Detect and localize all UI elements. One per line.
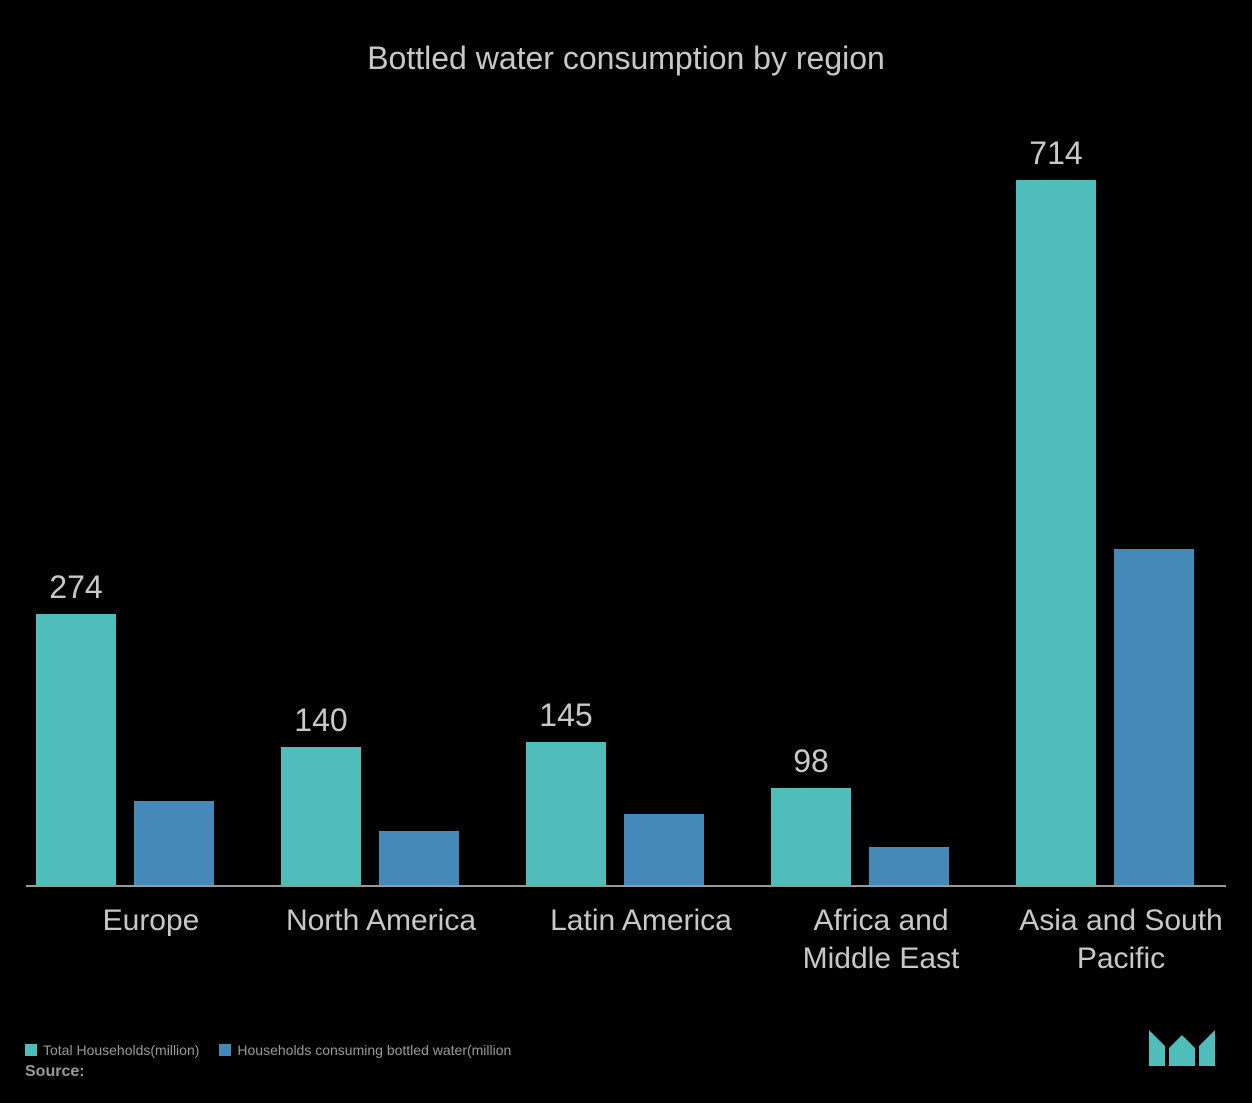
bar-group: 145	[526, 742, 704, 885]
chart-title: Bottled water consumption by region	[20, 40, 1232, 77]
legend-item: Total Households(million)	[25, 1042, 199, 1058]
bar: 714	[1016, 180, 1096, 885]
legend: Total Households(million) Households cons…	[25, 1042, 511, 1058]
bar-group: 274	[36, 614, 214, 885]
x-axis-label: Europe	[61, 902, 241, 940]
bar: 140	[281, 747, 361, 885]
x-axis-label: Latin America	[511, 902, 771, 940]
legend-text: Total Households(million)	[43, 1042, 199, 1058]
legend-text: Households consuming bottled water(milli…	[237, 1042, 511, 1058]
bar-value-label: 145	[526, 697, 606, 734]
legend-item: Households consuming bottled water(milli…	[219, 1042, 511, 1058]
bar-value-label: 274	[36, 569, 116, 606]
bar: 145	[526, 742, 606, 885]
bar	[869, 847, 949, 885]
bar: 98	[771, 788, 851, 885]
x-axis-label: Asia and SouthPacific	[991, 902, 1251, 977]
x-axis-label: North America	[251, 902, 511, 940]
source-label: Source:	[25, 1063, 85, 1081]
bar-group: 714	[1016, 180, 1194, 885]
legend-swatch	[25, 1044, 37, 1056]
bar	[1114, 549, 1194, 885]
bar-value-label: 98	[771, 743, 851, 780]
bar	[379, 831, 459, 885]
bar-group: 140	[281, 747, 459, 885]
plot-area: 274 140 145 98 714	[26, 97, 1226, 887]
bar-value-label: 140	[281, 702, 361, 739]
bar	[134, 801, 214, 885]
bar-value-label: 714	[1016, 135, 1096, 172]
bar	[624, 814, 704, 885]
chart-container: Bottled water consumption by region 274 1…	[0, 0, 1252, 1103]
mi-logo	[1147, 1020, 1217, 1073]
bar: 274	[36, 614, 116, 885]
bar-group: 98	[771, 788, 949, 885]
legend-swatch	[219, 1044, 231, 1056]
x-axis-labels: Europe North AmericaLatin AmericaAfrica a…	[26, 902, 1226, 992]
x-axis-label: Africa andMiddle East	[771, 902, 991, 977]
